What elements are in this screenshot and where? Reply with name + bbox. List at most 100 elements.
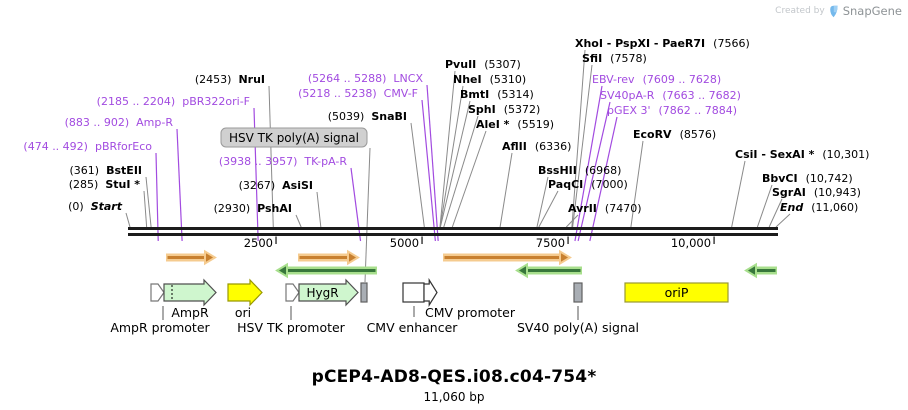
enzyme-site-label[interactable]: EcoRV (8576) xyxy=(633,128,716,141)
cmv-enhancer-label[interactable]: CMV enhancer xyxy=(367,320,459,335)
primer-label[interactable]: (2185 .. 2204) pBR322ori-F xyxy=(97,95,250,108)
ruler-label: 10,000 xyxy=(671,236,711,250)
enzyme-leader-line xyxy=(571,49,586,228)
enzyme-site-label[interactable]: PvuII (5307) xyxy=(445,58,521,71)
sequence-title-block: pCEP4-AD8-QES.i08.c04-754* 11,060 bp xyxy=(0,367,908,404)
sv40-polya-label[interactable]: SV40 poly(A) signal xyxy=(517,320,639,335)
enzyme-site-label[interactable]: SgrAI (10,943) xyxy=(772,186,861,199)
backbone-bottom-line xyxy=(128,233,778,236)
ori-feature[interactable] xyxy=(227,278,263,307)
enzyme-site-label[interactable]: SfiI (7578) xyxy=(582,52,647,65)
created-by-text: Created by xyxy=(775,6,825,16)
sequence-length: 11,060 bp xyxy=(423,390,485,404)
alignment-arrow-left[interactable] xyxy=(744,262,757,279)
primer-label[interactable]: SV40pA-R (7663 .. 7682) xyxy=(600,89,741,102)
enzyme-site-label[interactable]: BmtI (5314) xyxy=(460,88,534,101)
enzyme-site-label[interactable]: (2453) NruI xyxy=(195,73,265,86)
polya-label-box[interactable] xyxy=(220,127,368,148)
enzyme-site-label[interactable]: NheI (5310) xyxy=(453,73,526,86)
enzyme-site-label[interactable]: (3267) AsiSI xyxy=(239,179,313,192)
enzyme-leader-line xyxy=(536,176,549,228)
sequence-name: pCEP4-AD8-QES.i08.c04-754* xyxy=(311,367,597,387)
primer-label[interactable]: (5264 .. 5288) LNCX xyxy=(308,72,424,85)
enzyme-leader-line xyxy=(295,214,302,228)
orip-feature-text: oriP xyxy=(665,285,689,300)
hygr-feature-text: HygR xyxy=(306,286,338,300)
enzyme-site-label[interactable]: AflII (6336) xyxy=(502,140,571,153)
alignment-arrow-right[interactable] xyxy=(559,249,572,266)
enzyme-site-label[interactable]: AvrII (7470) xyxy=(568,202,641,215)
primer-label[interactable]: pGEX 3' (7862 .. 7884) xyxy=(607,104,737,117)
enzyme-leader-line xyxy=(268,85,274,228)
enzyme-leader-line xyxy=(572,64,593,228)
alignment-arrow-left[interactable] xyxy=(275,262,288,279)
enzyme-leader-line xyxy=(731,160,746,228)
hsv-tk-promoter-feature[interactable] xyxy=(285,283,300,302)
snapgene-icon xyxy=(829,5,839,18)
enzyme-site-label[interactable]: (2930) PshAI xyxy=(214,202,292,215)
primer-leader-line xyxy=(155,152,159,242)
hsv-tk-promoter-label[interactable]: HSV TK promoter xyxy=(237,320,346,335)
alignment-arrow-right[interactable] xyxy=(347,249,360,266)
primer-leader-line xyxy=(426,84,439,242)
enzyme-site-label[interactable]: (0) Start xyxy=(68,200,123,213)
primer-leader-line xyxy=(350,167,362,242)
primer-leader-line xyxy=(421,99,436,242)
enzyme-site-label[interactable]: End (11,060) xyxy=(780,201,858,214)
snapgene-brand-text: SnapGene xyxy=(842,4,902,18)
primer-leader-line xyxy=(589,116,618,242)
primer-leader-line xyxy=(577,101,611,242)
cmv-promoter-label[interactable]: CMV promoter xyxy=(425,305,516,320)
ampr-promoter-label[interactable]: AmpR promoter xyxy=(110,320,210,335)
enzyme-leader-line xyxy=(316,191,322,228)
enzyme-leader-line xyxy=(145,176,152,228)
hygr-feature[interactable] xyxy=(298,278,359,307)
enzyme-leader-line xyxy=(439,100,471,228)
ruler-label: 5000 xyxy=(390,236,419,250)
polya-leader-line xyxy=(364,147,371,283)
ori-label[interactable]: ori xyxy=(235,305,251,320)
cmv-enhancer-feature[interactable] xyxy=(402,282,425,303)
primer-label[interactable]: (474 .. 492) pBRforEco xyxy=(23,140,152,153)
primer-label[interactable]: (3938 .. 3957) TK-pA-R xyxy=(219,155,348,168)
ampr-feature[interactable] xyxy=(163,278,217,307)
alignment-arrow-right[interactable] xyxy=(204,249,217,266)
ruler-label: 2500 xyxy=(244,236,273,250)
hsv-tk-polya-feature[interactable] xyxy=(360,282,368,303)
enzyme-site-label[interactable]: PaqCI (7000) xyxy=(548,178,628,191)
enzyme-leader-line xyxy=(499,152,513,228)
enzyme-leader-line xyxy=(443,115,479,228)
enzyme-site-label[interactable]: XhoI - PspXI - PaeR7I (7566) xyxy=(575,37,750,50)
enzyme-leader-line xyxy=(439,70,456,228)
primer-label[interactable]: (883 .. 902) Amp-R xyxy=(65,116,174,129)
primer-leader-line xyxy=(574,85,603,242)
primer-label[interactable]: EBV-rev (7609 .. 7628) xyxy=(592,73,721,86)
primer-label[interactable]: (5218 .. 5238) CMV-F xyxy=(298,87,418,100)
cmv-promoter-feature[interactable] xyxy=(423,277,438,308)
enzyme-site-label[interactable]: (285) StuI * xyxy=(69,178,141,191)
ampr-promoter-feature[interactable] xyxy=(150,283,165,302)
ruler-label: 7500 xyxy=(536,236,565,250)
plasmid-map-svg: 2500 5000 7500 10,000 (0) Start (285) StuI *(36… xyxy=(23,37,869,335)
primer-leader-line xyxy=(176,128,183,242)
enzyme-leader-line xyxy=(410,122,425,228)
alignment-arrow-left[interactable] xyxy=(515,262,528,279)
enzyme-site-label[interactable]: (361) BstEII xyxy=(70,164,142,177)
watermark: Created by SnapGene xyxy=(775,4,902,18)
enzyme-site-label[interactable]: (5039) SnaBI xyxy=(328,110,407,123)
enzyme-leader-line xyxy=(538,190,559,228)
enzyme-leader-line xyxy=(143,190,148,228)
enzyme-site-label[interactable]: AleI * (5519) xyxy=(476,118,554,131)
enzyme-site-label[interactable]: SphI (5372) xyxy=(468,103,540,116)
enzyme-site-label[interactable]: BssHII (6968) xyxy=(538,164,621,177)
enzyme-site-label[interactable]: BbvCI (10,742) xyxy=(762,172,853,185)
enzyme-site-label[interactable]: CsiI - SexAI * (10,301) xyxy=(735,148,869,161)
ampr-label[interactable]: AmpR xyxy=(171,305,209,320)
orip-feature[interactable] xyxy=(624,282,729,303)
backbone-top-line xyxy=(128,227,778,230)
enzyme-leader-line xyxy=(125,212,131,228)
sv40-polya-feature[interactable] xyxy=(573,282,583,303)
enzyme-leader-line xyxy=(775,213,791,228)
enzyme-leader-line xyxy=(756,184,773,228)
enzyme-leader-line xyxy=(451,130,487,228)
